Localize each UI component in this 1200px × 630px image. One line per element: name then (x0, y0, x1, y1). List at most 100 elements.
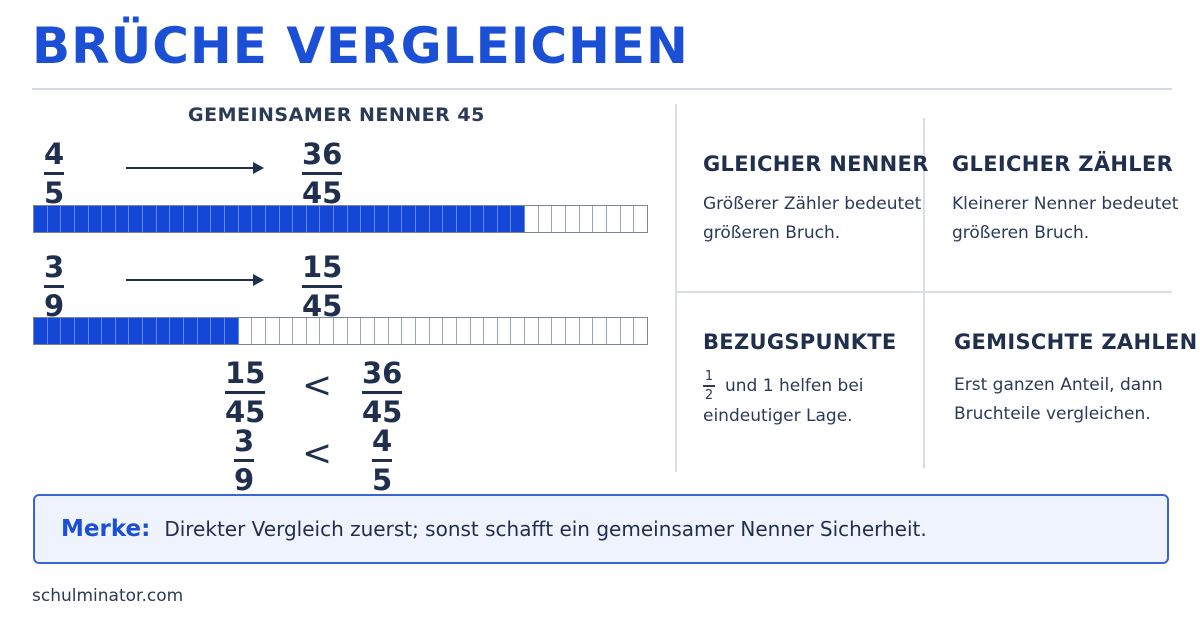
strip-cell-empty (566, 318, 580, 344)
strip-cell-filled (156, 206, 171, 232)
strip-cell-empty (416, 318, 430, 344)
numerator: 4 (44, 137, 65, 171)
strip-cell-empty (430, 318, 444, 344)
numerator: 4 (372, 424, 393, 458)
strip-cell-empty (552, 318, 566, 344)
strip-cell-filled (388, 206, 403, 232)
strip-cell-empty (552, 206, 566, 232)
strip-cell-filled (334, 206, 348, 232)
strip-cell-empty (539, 206, 553, 232)
fraction-bar (44, 172, 65, 175)
strip-cell-empty (593, 318, 607, 344)
strip-cell-empty (389, 318, 403, 344)
merke-label: Merke: (61, 516, 151, 542)
strip-cell-filled (102, 206, 116, 232)
numerator: 1 (704, 369, 714, 384)
card-title-mixed-numbers: GEMISCHTE ZAHLEN (954, 330, 1198, 354)
strip-cell-empty (443, 318, 457, 344)
strip-cell-filled (443, 206, 457, 232)
numerator: 3 (44, 250, 65, 284)
denominator: 45 (302, 289, 343, 323)
numerator: 15 (302, 250, 343, 284)
common-denominator-heading: GEMEINSAMER NENNER 45 (188, 104, 485, 126)
footer-site: schulminator.com (32, 586, 184, 606)
strip-cell-filled (61, 206, 75, 232)
strip-cell-empty (593, 206, 607, 232)
strip-cell-filled (61, 318, 75, 344)
fraction-bar (234, 459, 255, 462)
strip-cell-filled (143, 318, 157, 344)
strip-cell-empty (471, 318, 485, 344)
strip-cell-empty (375, 318, 389, 344)
strip-cell-empty (239, 318, 253, 344)
denominator: 5 (44, 176, 65, 210)
strip-cell-filled (484, 206, 498, 232)
strip-cell-empty (621, 318, 635, 344)
fraction-bar (302, 285, 343, 288)
strip-cell-empty (539, 318, 553, 344)
fraction-bar (362, 391, 403, 394)
numerator: 36 (362, 356, 403, 390)
strip-cell-filled (415, 206, 430, 232)
strip-cell-filled (293, 206, 307, 232)
strip-cell-empty (566, 206, 580, 232)
merke-callout: Merke: Direkter Vergleich zuerst; sonst … (33, 494, 1169, 564)
denominator: 5 (372, 463, 393, 497)
card-title-benchmarks: BEZUGSPUNKTE (703, 330, 897, 354)
comparison-right-fraction: 36 45 (362, 356, 403, 429)
denominator: 45 (302, 176, 343, 210)
card-line: Bruchteile vergleichen. (954, 404, 1151, 424)
strip-cell-empty (580, 318, 594, 344)
fraction-bar (703, 385, 715, 387)
strip-cell-filled (456, 206, 471, 232)
card-text-benchmarks: 1 2 und 1 helfen bei eindeutiger Lage. (703, 370, 864, 431)
card-title-same-denominator: GLEICHER NENNER (703, 152, 929, 176)
strip-cell-filled (88, 206, 103, 232)
strip-cell-filled (170, 206, 185, 232)
strip-cell-empty (634, 206, 647, 232)
strip-cell-filled (497, 206, 512, 232)
strip-cell-filled (34, 318, 48, 344)
strip-cell-empty (607, 206, 621, 232)
strip-cell-empty (293, 318, 307, 344)
denominator: 9 (234, 463, 255, 497)
card-text-same-denominator: Größerer Zähler bedeutet größeren Bruch. (703, 190, 921, 248)
strip-cell-filled (115, 318, 130, 344)
page-title: BRÜCHE VERGLEICHEN (32, 17, 689, 75)
strip-cell-filled (88, 318, 103, 344)
strip-cell-filled (102, 318, 116, 344)
strip-cell-empty (580, 206, 594, 232)
fraction-bar (372, 459, 393, 462)
title-divider (32, 88, 1172, 90)
strip-cell-empty (361, 318, 376, 344)
denominator: 45 (362, 395, 403, 429)
strip-cell-filled (347, 206, 362, 232)
strip-cell-filled (211, 206, 225, 232)
strip-cell-filled (129, 206, 144, 232)
strip-cell-filled (224, 318, 239, 344)
denominator: 45 (225, 395, 266, 429)
strip-cell-empty (252, 318, 266, 344)
strip-cell-filled (184, 206, 198, 232)
strip-cell-filled (470, 206, 485, 232)
strip-cell-filled (306, 206, 321, 232)
less-than-symbol: < (302, 365, 333, 406)
strip-cell-filled (47, 206, 62, 232)
strip-cell-empty (607, 318, 621, 344)
grid-divider-left (675, 104, 677, 472)
comparison-left-fraction: 3 9 (234, 427, 255, 497)
less-than-symbol: < (302, 433, 333, 474)
strip-cell-filled (402, 206, 416, 232)
numerator: 15 (225, 356, 266, 390)
strip-cell-empty (348, 318, 362, 344)
strip-cell-empty (621, 206, 635, 232)
denominator: 2 (704, 387, 714, 403)
strip-cell-empty (511, 318, 526, 344)
strip-cell-filled (34, 206, 48, 232)
strip-cell-empty (484, 318, 498, 344)
card-line: 1 2 und 1 helfen bei (703, 370, 864, 402)
card-text-same-numerator: Kleinerer Nenner bedeutet größeren Bruch… (952, 190, 1178, 248)
fraction-four-fifths: 4 5 (44, 137, 65, 210)
card-line: Erst ganzen Anteil, dann (954, 375, 1163, 395)
one-half-fraction: 1 2 (703, 370, 715, 402)
